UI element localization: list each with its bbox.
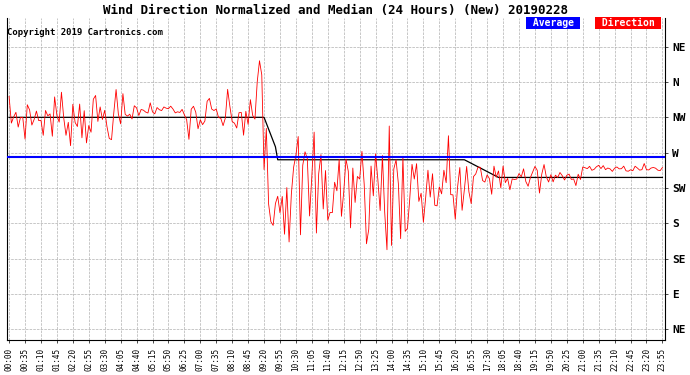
Text: Direction: Direction [595, 18, 660, 28]
Text: Copyright 2019 Cartronics.com: Copyright 2019 Cartronics.com [8, 28, 164, 37]
Text: Average: Average [526, 18, 580, 28]
Title: Wind Direction Normalized and Median (24 Hours) (New) 20190228: Wind Direction Normalized and Median (24… [104, 4, 569, 17]
